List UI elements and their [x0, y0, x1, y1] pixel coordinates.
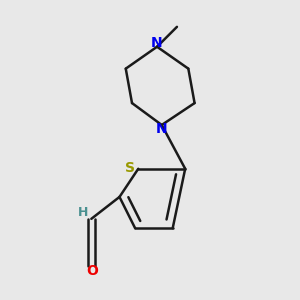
- Text: S: S: [125, 161, 135, 175]
- Text: N: N: [156, 122, 167, 136]
- Text: O: O: [86, 264, 98, 278]
- Text: N: N: [151, 36, 163, 50]
- Text: H: H: [77, 206, 88, 219]
